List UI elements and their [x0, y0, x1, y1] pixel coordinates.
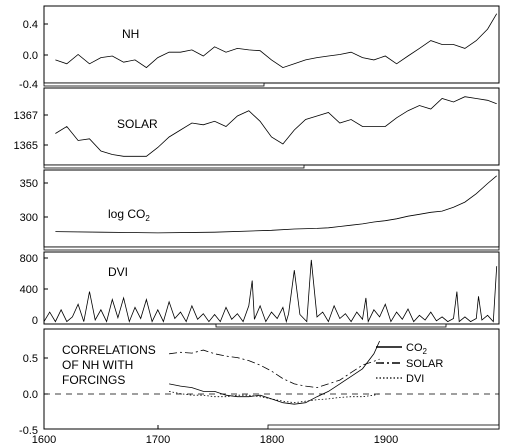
solar-ytick-0: 1367 — [14, 110, 38, 122]
connector-bar-2 — [43, 164, 305, 169]
dvi-series-line — [43, 259, 498, 324]
legend-solar-label: SOLAR — [406, 358, 443, 370]
panel-nh-frame — [43, 5, 500, 84]
panel-nh: NH 0.4 0.0 -0.4 — [19, 5, 500, 91]
dvi-ytick-2: 0 — [32, 315, 38, 327]
panel-solar-label: SOLAR — [117, 117, 158, 131]
xtick-1900: 1900 — [374, 434, 398, 446]
panel-dvi-frame — [43, 251, 500, 325]
panel-co2-label: log CO2 — [108, 207, 150, 223]
xtick-1800: 1800 — [260, 434, 284, 446]
connector-bar-5 — [267, 424, 500, 430]
dvi-ytick-1: 400 — [20, 284, 38, 296]
connector-bar-1 — [43, 82, 265, 87]
nh-ytick-1: 0.0 — [23, 50, 38, 62]
dvi-ytick-0: 800 — [20, 253, 38, 265]
panel-solar-frame — [43, 87, 500, 166]
connector-bar-3 — [43, 246, 500, 251]
corr-dvi-line — [169, 391, 380, 404]
connector-bar-4 — [215, 323, 447, 328]
legend-co2-label: CO2 — [406, 342, 428, 356]
corr-ytick-0: 0.5 — [23, 353, 38, 365]
panel-nh-label: NH — [122, 27, 139, 41]
panel-dvi: DVI 800 400 0 — [20, 251, 500, 327]
corr-ytick-1: 0.0 — [23, 389, 38, 401]
panel-solar: SOLAR 1367 1365 — [14, 87, 500, 166]
panel-corr-title-line2: OF NH WITH — [62, 358, 133, 372]
co2-ytick-0: 350 — [20, 178, 38, 190]
co2-series-line — [55, 175, 497, 234]
xtick-1700: 1700 — [146, 434, 170, 446]
xtick-1600: 1600 — [32, 434, 56, 446]
panel-corr-title-line3: FORCINGS — [62, 373, 125, 387]
panel-corr-title-line1: CORRELATIONS — [62, 343, 156, 357]
legend: CO2 SOLAR DVI — [376, 342, 443, 385]
solar-ytick-1: 1365 — [14, 140, 38, 152]
nh-ytick-2: -0.4 — [19, 79, 38, 91]
panel-dvi-label: DVI — [108, 265, 128, 279]
panel-co2: log CO2 350 300 — [20, 169, 500, 248]
corr-solar-line — [169, 349, 380, 389]
legend-dvi-label: DVI — [406, 373, 424, 385]
nh-ytick-0: 0.4 — [23, 19, 38, 31]
corr-ytick-2: -0.5 — [19, 425, 38, 437]
nh-series-line — [55, 13, 498, 69]
corr-co2-line — [169, 340, 380, 405]
solar-series-line — [55, 96, 497, 157]
co2-ytick-1: 300 — [20, 212, 38, 224]
